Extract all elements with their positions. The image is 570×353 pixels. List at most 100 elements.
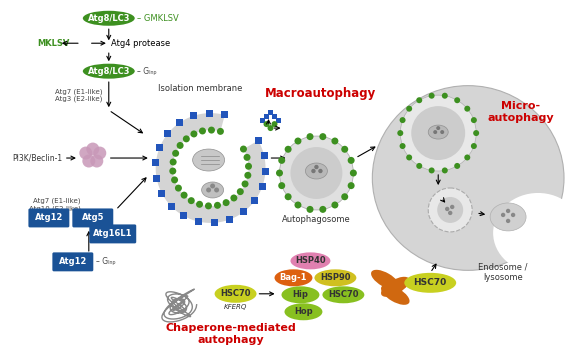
Circle shape [433, 130, 437, 134]
Circle shape [311, 169, 316, 173]
Circle shape [429, 167, 435, 173]
Bar [164, 130, 171, 137]
Text: – Gₗₙₚ: – Gₗₙₚ [137, 67, 157, 76]
Ellipse shape [214, 285, 256, 303]
Circle shape [214, 202, 221, 209]
Circle shape [397, 130, 404, 136]
Circle shape [190, 131, 197, 137]
Circle shape [506, 219, 510, 223]
Circle shape [442, 93, 448, 99]
Circle shape [437, 197, 463, 223]
Bar [158, 190, 165, 197]
Ellipse shape [371, 270, 400, 290]
Bar [153, 175, 160, 182]
Circle shape [79, 146, 92, 160]
Bar [259, 183, 266, 190]
Text: Chaperone-mediated
autophagy: Chaperone-mediated autophagy [165, 323, 296, 345]
Ellipse shape [306, 163, 327, 179]
Text: Atg4 protease: Atg4 protease [111, 39, 170, 48]
Circle shape [454, 163, 460, 169]
Circle shape [471, 117, 477, 123]
Circle shape [406, 106, 412, 112]
Bar [264, 114, 269, 119]
Text: Atg12: Atg12 [35, 214, 63, 222]
Circle shape [278, 182, 285, 189]
Circle shape [295, 202, 302, 209]
Bar [240, 208, 247, 215]
Bar [156, 144, 163, 151]
Circle shape [465, 155, 470, 161]
Circle shape [319, 133, 327, 140]
Text: Autophagosome: Autophagosome [282, 215, 351, 225]
Circle shape [284, 146, 292, 153]
Text: HSP90: HSP90 [320, 273, 351, 282]
Text: PI3K/Beclin-1: PI3K/Beclin-1 [13, 154, 63, 162]
Ellipse shape [404, 273, 456, 293]
Text: HSC70: HSC70 [328, 290, 359, 299]
Circle shape [217, 128, 224, 135]
Circle shape [341, 193, 348, 200]
Circle shape [436, 126, 440, 130]
Text: Atg8/LC3: Atg8/LC3 [88, 67, 130, 76]
Text: Bag-1: Bag-1 [280, 273, 307, 282]
Circle shape [454, 97, 460, 103]
Ellipse shape [202, 182, 223, 198]
Circle shape [276, 169, 283, 176]
Bar [176, 119, 183, 126]
Circle shape [240, 145, 247, 152]
Circle shape [295, 138, 302, 144]
Circle shape [86, 143, 99, 156]
Ellipse shape [372, 86, 564, 270]
Text: HSP40: HSP40 [295, 256, 325, 265]
Bar [221, 112, 229, 119]
Circle shape [400, 117, 406, 123]
Bar [226, 216, 233, 223]
Circle shape [440, 130, 444, 134]
Circle shape [170, 158, 177, 166]
Circle shape [307, 133, 314, 140]
Circle shape [210, 184, 215, 189]
Bar [268, 110, 273, 115]
Text: HSC70: HSC70 [414, 278, 447, 287]
Circle shape [412, 106, 465, 160]
Text: Atg7 (E1-like)
Atg10 (E2-like): Atg7 (E1-like) Atg10 (E2-like) [29, 198, 81, 212]
Circle shape [501, 213, 506, 217]
Text: Hip: Hip [292, 290, 308, 299]
Bar [195, 218, 202, 225]
Text: Atg16L1: Atg16L1 [93, 229, 132, 238]
Circle shape [416, 97, 422, 103]
Circle shape [284, 193, 292, 200]
Circle shape [279, 136, 353, 210]
Ellipse shape [193, 149, 225, 171]
Circle shape [82, 155, 95, 168]
Ellipse shape [83, 64, 135, 79]
Circle shape [291, 147, 343, 199]
Text: Endosome /
lysosome: Endosome / lysosome [478, 262, 528, 282]
Circle shape [196, 201, 203, 208]
Ellipse shape [381, 277, 410, 297]
Circle shape [511, 213, 515, 217]
Circle shape [429, 93, 435, 99]
Ellipse shape [275, 269, 312, 286]
Bar [211, 219, 218, 226]
Circle shape [242, 180, 249, 187]
Circle shape [471, 143, 477, 149]
Circle shape [348, 182, 355, 189]
Ellipse shape [428, 125, 448, 139]
Circle shape [243, 154, 250, 161]
Bar [251, 197, 258, 204]
Circle shape [169, 168, 176, 174]
FancyBboxPatch shape [28, 208, 70, 227]
Circle shape [506, 209, 510, 213]
Circle shape [177, 142, 184, 149]
Circle shape [90, 155, 103, 168]
Ellipse shape [284, 303, 323, 320]
Ellipse shape [282, 286, 319, 303]
Circle shape [416, 163, 422, 169]
Circle shape [183, 135, 190, 142]
Bar [190, 112, 197, 119]
Circle shape [205, 202, 212, 209]
Bar [180, 213, 188, 220]
Circle shape [188, 197, 195, 204]
Text: Atg12: Atg12 [59, 257, 87, 267]
